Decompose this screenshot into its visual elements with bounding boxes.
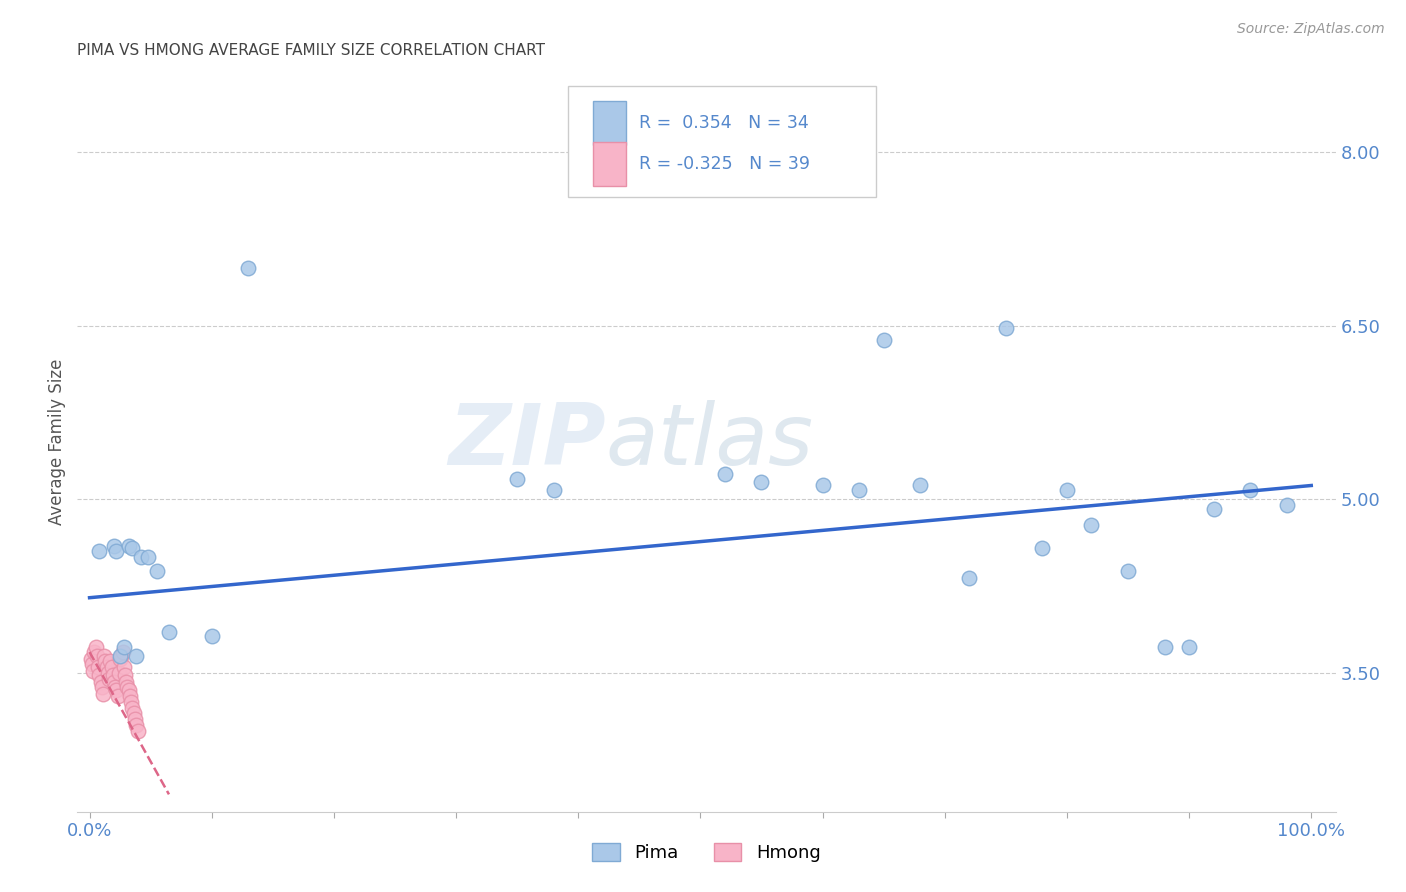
Point	[1202, 501, 1225, 516]
Point	[114, 668, 136, 682]
Point	[98, 654, 121, 668]
Point	[201, 629, 224, 643]
FancyBboxPatch shape	[593, 142, 626, 186]
Point	[118, 689, 141, 703]
Point	[111, 645, 134, 659]
Point	[107, 689, 129, 703]
Point	[97, 665, 120, 680]
FancyBboxPatch shape	[593, 102, 626, 145]
Point	[94, 654, 117, 668]
Point	[90, 680, 112, 694]
Point	[1153, 640, 1175, 655]
Point	[125, 718, 148, 732]
Point	[98, 672, 121, 686]
Point	[127, 723, 149, 738]
Point	[80, 657, 103, 671]
Point	[89, 544, 111, 558]
Point	[129, 550, 152, 565]
Point	[994, 321, 1017, 335]
Point	[108, 648, 131, 663]
Point	[136, 550, 159, 565]
Point	[86, 648, 108, 663]
Point	[1056, 483, 1078, 497]
Point	[835, 131, 858, 145]
Point	[108, 665, 131, 680]
Point	[811, 478, 834, 492]
Point	[145, 564, 167, 578]
Point	[1116, 564, 1139, 578]
Point	[93, 648, 115, 663]
Legend: Pima, Hmong: Pima, Hmong	[585, 836, 828, 870]
Text: atlas: atlas	[606, 400, 814, 483]
Point	[83, 645, 105, 659]
Point	[108, 652, 131, 666]
Point	[957, 571, 980, 585]
Point	[506, 471, 529, 485]
Point	[105, 683, 128, 698]
Text: R =  0.354   N = 34: R = 0.354 N = 34	[638, 114, 808, 132]
Point	[1031, 541, 1053, 555]
Point	[1178, 640, 1201, 655]
Point	[125, 648, 148, 663]
Point	[100, 660, 122, 674]
FancyBboxPatch shape	[568, 87, 876, 197]
Point	[112, 640, 135, 655]
Point	[238, 260, 260, 275]
Point	[543, 483, 565, 497]
Point	[1275, 498, 1298, 512]
Point	[110, 648, 132, 663]
Point	[105, 544, 128, 558]
Text: Source: ZipAtlas.com: Source: ZipAtlas.com	[1237, 22, 1385, 37]
Point	[121, 541, 143, 555]
Point	[121, 700, 143, 714]
Point	[90, 675, 112, 690]
Text: PIMA VS HMONG AVERAGE FAMILY SIZE CORRELATION CHART: PIMA VS HMONG AVERAGE FAMILY SIZE CORREL…	[77, 43, 546, 58]
Point	[122, 706, 145, 721]
Point	[87, 660, 110, 674]
Point	[104, 680, 127, 694]
Point	[91, 687, 114, 701]
Text: R = -0.325   N = 39: R = -0.325 N = 39	[638, 155, 810, 173]
Point	[1239, 483, 1261, 497]
Point	[872, 333, 894, 347]
Y-axis label: Average Family Size: Average Family Size	[48, 359, 66, 524]
Point	[80, 652, 103, 666]
Point	[115, 675, 138, 690]
Point	[848, 483, 870, 497]
Point	[112, 660, 135, 674]
Point	[910, 478, 932, 492]
Point	[117, 683, 139, 698]
Point	[117, 680, 139, 694]
Point	[96, 660, 118, 674]
Point	[157, 625, 180, 640]
Text: ZIP: ZIP	[449, 400, 606, 483]
Point	[124, 712, 146, 726]
Point	[751, 475, 773, 489]
Point	[117, 539, 139, 553]
Point	[82, 664, 104, 678]
Point	[89, 668, 111, 682]
Point	[1080, 517, 1102, 532]
Point	[103, 539, 125, 553]
Point	[120, 695, 142, 709]
Point	[714, 467, 737, 481]
Point	[101, 668, 124, 682]
Point	[103, 675, 125, 690]
Point	[84, 640, 107, 655]
